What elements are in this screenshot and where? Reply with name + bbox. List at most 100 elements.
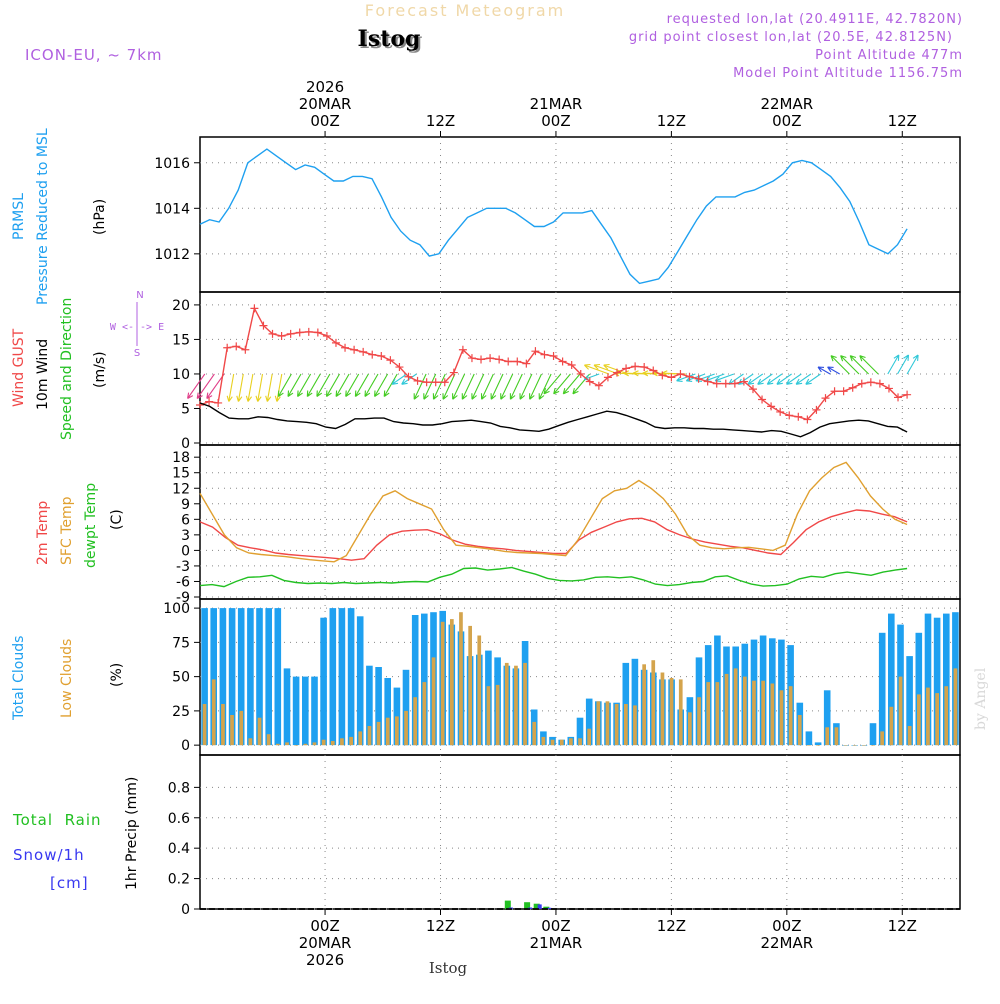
wind-gust-marker-17 <box>350 345 359 354</box>
lines-layer <box>196 148 912 588</box>
dewpt-label: dewpt Temp <box>83 483 99 568</box>
panel-frames <box>199 136 961 910</box>
wind-arrow-71 <box>887 354 900 375</box>
wind-gust-marker-26 <box>431 378 440 387</box>
clouds-low-bar-22 <box>404 710 408 746</box>
clouds-low-bar-78 <box>917 694 921 746</box>
wind-arrow-42 <box>584 363 610 375</box>
clouds-low-bar-53 <box>688 712 692 746</box>
suptitle: Forecast Meteogram <box>365 1 565 20</box>
wind-arrow-59 <box>757 373 773 385</box>
wind-gust-marker-41 <box>567 360 576 369</box>
temperature-ytick-label-7: 12 <box>172 481 190 497</box>
wind-gust-marker-35 <box>513 357 522 366</box>
clouds-low-bar-42 <box>587 728 591 746</box>
temperature-ytick-label-5: 6 <box>181 512 190 528</box>
wind-arrow-36 <box>538 373 552 400</box>
temperature-ytick-label-0: -9 <box>176 590 190 606</box>
wind-arrow-26 <box>442 373 456 400</box>
wind-arrow-34 <box>519 373 533 400</box>
model-altitude: Model Point Altitude 1156.75m <box>733 66 963 81</box>
clouds-low-bar-10 <box>294 745 298 746</box>
clouds-low-bar-66 <box>807 745 811 746</box>
wind-gust-marker-39 <box>549 352 558 360</box>
clouds-total-bar-67 <box>814 742 822 746</box>
wind-arrow-18 <box>364 373 379 397</box>
clouds-low-bar-21 <box>395 716 399 746</box>
wind-gust-marker-70 <box>830 387 839 396</box>
clouds-total-bar-16 <box>347 608 355 746</box>
wind-gust-marker-75 <box>875 379 884 388</box>
wind-gust-marker-8 <box>268 329 277 338</box>
clouds-low-bar-54 <box>697 697 701 746</box>
wind-gust-marker-73 <box>857 379 866 388</box>
wind-gust-marker-19 <box>368 350 377 359</box>
clouds-total-bar-78 <box>915 632 923 746</box>
pressure-labels: PRMSL Pressure Reduced to MSL (hPa) <box>11 128 108 305</box>
clouds-total-bar-3 <box>228 608 236 746</box>
wind-gust-label: Wind GUST <box>11 328 27 407</box>
wind-gust-marker-7 <box>259 321 268 330</box>
wind-gust-marker-61 <box>748 385 757 394</box>
clouds-low-bar-3 <box>230 715 234 746</box>
clouds-low-bar-37 <box>541 736 546 746</box>
wind-gust-marker-27 <box>440 378 449 387</box>
precip-ytick-label-1: 0.2 <box>168 872 190 888</box>
precip-snow-bar-2 <box>537 904 542 909</box>
clouds-total-bar-66 <box>805 731 813 746</box>
bottom-axis-label-0-0: 00Z <box>310 917 339 935</box>
clouds-low-bar-74 <box>880 731 884 746</box>
wind-gust-marker-5 <box>241 345 250 354</box>
wind-arrow-69 <box>849 355 869 375</box>
clouds-total-bar-5 <box>247 608 254 746</box>
clouds-low-bar-30 <box>477 635 482 746</box>
clouds-low-bar-61 <box>761 680 765 746</box>
clouds-total-bar-77 <box>906 656 913 746</box>
wind-gust-marker-65 <box>785 411 794 420</box>
bottom-axis-label-1-0: 12Z <box>426 917 455 935</box>
top-axis-label-4-1: 00Z <box>772 112 801 130</box>
wind-arrow-3 <box>226 373 235 402</box>
clouds-low-bar-64 <box>788 686 793 746</box>
wind-gust-marker-56 <box>703 377 712 386</box>
wind-gust-marker-30 <box>467 354 476 363</box>
clouds-total-bar-10 <box>292 676 300 746</box>
clouds-low-bar-46 <box>624 704 628 746</box>
wind-arrow-23 <box>413 373 427 400</box>
clouds-low-bar-31 <box>486 686 491 746</box>
wind-arrow-11 <box>297 373 312 397</box>
clouds-total-bar-7 <box>265 608 272 746</box>
wind-ytick-label-3: 15 <box>172 332 190 348</box>
clouds-low-bar-12 <box>312 742 317 746</box>
wind-gust-marker-76 <box>884 384 893 393</box>
temperature-ytick-label-9: 18 <box>172 450 190 466</box>
wind-gust-marker-62 <box>758 395 767 404</box>
bottom-axis-label-0-1: 20MAR <box>299 934 352 952</box>
clouds-low-bar-80 <box>935 693 939 746</box>
wind-arrow-25 <box>432 373 446 400</box>
wind-gust-marker-4 <box>232 342 241 351</box>
clouds-low-bar-15 <box>340 738 344 746</box>
sfc-temp-label: SFC Temp <box>59 496 75 565</box>
compass-s: S <box>134 348 140 359</box>
wind-gust-marker-11 <box>295 328 304 337</box>
clouds-low-bar-7 <box>266 734 271 746</box>
wind-arrow-14 <box>325 373 340 397</box>
wind-gust-marker-55 <box>694 374 703 383</box>
wind-gust-marker-68 <box>812 405 821 414</box>
wind-gust-marker-31 <box>477 355 486 364</box>
wind-gust-marker-28 <box>449 368 458 377</box>
clouds-low-bar-28 <box>459 612 463 746</box>
clouds-low-bar-32 <box>495 684 500 746</box>
precip-labels: Total Rain Snow/1h [cm] 1hr Precip (mm) <box>12 777 140 892</box>
clouds-low-bar-39 <box>559 739 564 746</box>
clouds-low-bar-9 <box>285 742 289 746</box>
clouds-low-bar-59 <box>743 676 747 746</box>
wind-speed-dir-label: Speed and Direction <box>59 298 75 440</box>
temperature-series-0-line <box>199 509 908 561</box>
temperature-labels: 2m Temp SFC Temp dewpt Temp (C) <box>35 483 125 568</box>
clouds-low-bar-24 <box>422 682 427 746</box>
pressure-label-prmsl: PRMSL <box>11 193 27 240</box>
wind-arrow-4 <box>236 373 244 402</box>
clouds-low-bar-17 <box>358 731 363 746</box>
